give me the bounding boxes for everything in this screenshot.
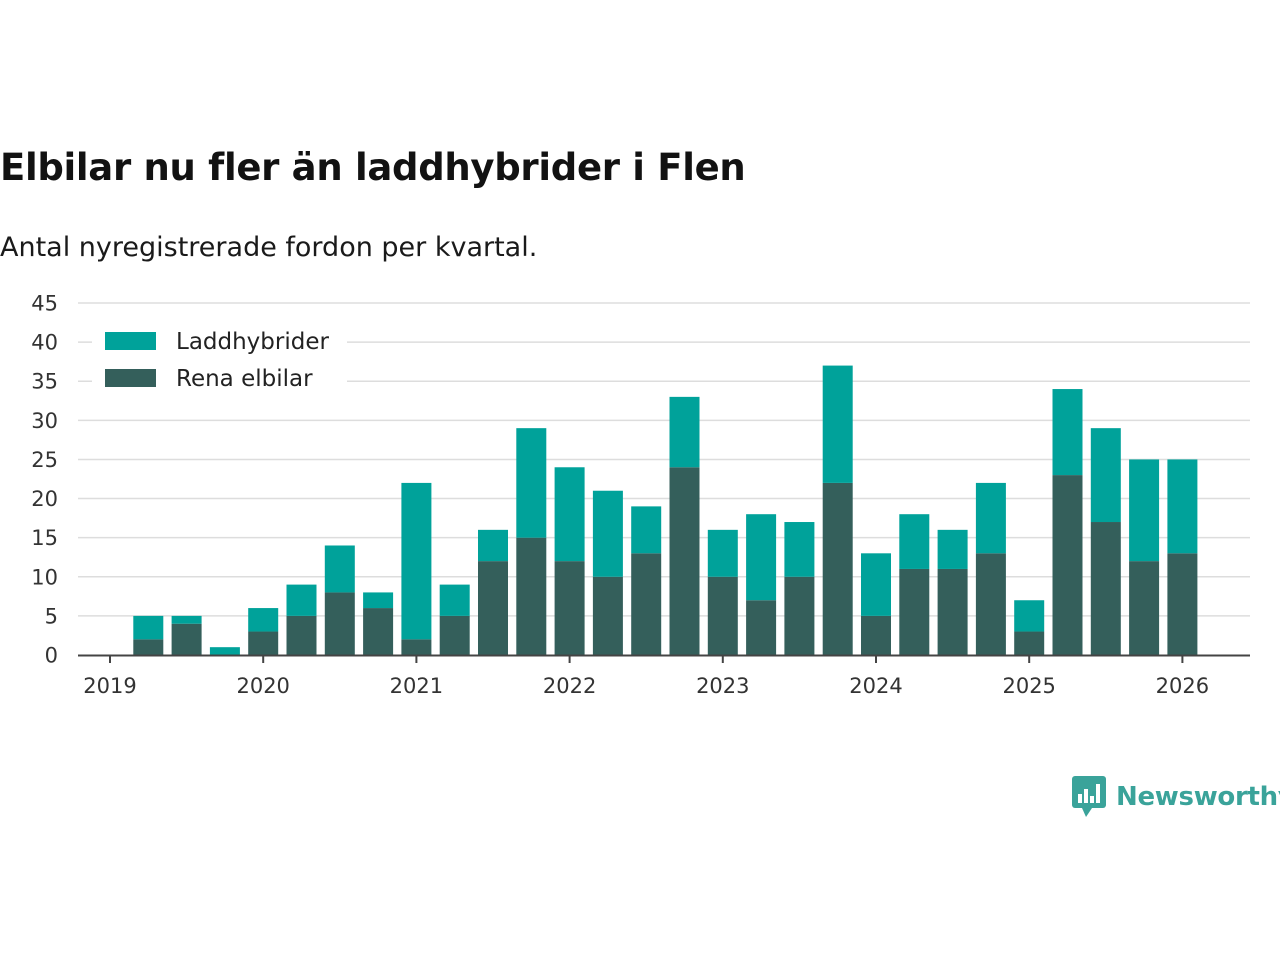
bar-laddhybrider — [363, 592, 394, 609]
bar-laddhybrider — [554, 467, 585, 562]
bar-laddhybrider — [401, 482, 432, 640]
x-tick-label: 2020 — [236, 674, 289, 698]
x-tick-label: 2026 — [1156, 674, 1209, 698]
bar-rena-elbilar — [1090, 522, 1121, 655]
bar-rena-elbilar — [439, 615, 470, 655]
bar-laddhybrider — [516, 428, 547, 538]
bar-laddhybrider — [975, 482, 1006, 554]
bar-rena-elbilar — [516, 537, 547, 655]
bar-laddhybrider — [861, 553, 891, 616]
bar-rena-elbilar — [478, 561, 508, 655]
bar-rena-elbilar — [171, 623, 202, 655]
x-axis: 2019 2020 2021 2022 2023 2024 2025 2026 — [78, 654, 1250, 698]
bar-rena-elbilar — [248, 631, 279, 655]
bar-laddhybrider — [133, 615, 164, 640]
bar-rena-elbilar — [861, 615, 891, 655]
bar-laddhybrider — [746, 514, 777, 601]
x-tick-label: 2023 — [696, 674, 749, 698]
bar-laddhybrider — [937, 529, 968, 569]
bar-laddhybrider — [631, 506, 662, 554]
bar-laddhybrider — [1129, 459, 1160, 562]
bar-laddhybrider — [209, 647, 240, 655]
newsworthy-logo-icon — [1072, 776, 1106, 817]
y-tick-label: 10 — [31, 565, 58, 589]
bar-rena-elbilar — [784, 576, 815, 655]
bar-rena-elbilar — [822, 482, 853, 655]
bar-laddhybrider — [478, 529, 508, 562]
brand-name: Newsworthy — [1116, 782, 1280, 812]
bars — [133, 365, 1198, 655]
bar-laddhybrider — [592, 490, 623, 577]
bar-rena-elbilar — [975, 553, 1006, 655]
y-tick-label: 0 — [45, 644, 58, 668]
x-tick-label: 2024 — [849, 674, 902, 698]
x-tick-label: 2022 — [543, 674, 596, 698]
bar-rena-elbilar — [1129, 561, 1160, 655]
y-tick-label: 30 — [31, 409, 58, 433]
bar-laddhybrider — [1167, 459, 1198, 554]
legend-item-rena-elbilar-label: Rena elbilar — [176, 366, 313, 392]
y-tick-label: 35 — [31, 370, 58, 394]
bar-rena-elbilar — [746, 600, 777, 655]
bar-laddhybrider — [822, 365, 853, 483]
newsworthy-logo: Newsworthy — [1072, 776, 1280, 818]
bar-rena-elbilar — [669, 467, 700, 655]
bar-laddhybrider — [669, 396, 700, 468]
bar-rena-elbilar — [324, 592, 355, 655]
bar-rena-elbilar — [1014, 631, 1045, 655]
y-tick-label: 5 — [45, 604, 58, 628]
y-tick-label: 40 — [31, 331, 58, 355]
y-tick-label: 15 — [31, 526, 58, 550]
bar-rena-elbilar — [631, 553, 662, 655]
legend-item-laddhybrider-swatch — [105, 332, 156, 350]
bar-rena-elbilar — [554, 561, 585, 655]
x-tick-label: 2021 — [390, 674, 443, 698]
bar-rena-elbilar — [937, 568, 968, 655]
y-tick-label: 25 — [31, 448, 58, 472]
legend: Laddhybrider Rena elbilar — [92, 322, 347, 396]
bar-laddhybrider — [1090, 428, 1121, 523]
bar-laddhybrider — [784, 522, 815, 577]
chart-subtitle: Antal nyregistrerade fordon per kvartal. — [0, 232, 538, 263]
bar-laddhybrider — [286, 584, 317, 616]
bar-laddhybrider — [171, 615, 202, 624]
bar-laddhybrider — [707, 529, 738, 577]
x-tick-label: 2019 — [83, 674, 136, 698]
bar-laddhybrider — [439, 584, 470, 616]
legend-item-laddhybrider-label: Laddhybrider — [176, 329, 329, 355]
bar-laddhybrider — [324, 545, 355, 593]
bar-laddhybrider — [1014, 600, 1045, 632]
x-tick-label: 2025 — [1002, 674, 1055, 698]
legend-item-rena-elbilar-swatch — [105, 369, 156, 387]
bar-laddhybrider — [899, 514, 930, 569]
bar-rena-elbilar — [899, 568, 930, 655]
bar-rena-elbilar — [363, 608, 394, 655]
chart-title: Elbilar nu fler än laddhybrider i Flen — [0, 146, 746, 189]
y-tick-label: 45 — [31, 292, 58, 316]
y-axis: 0 5 10 15 20 25 30 35 40 45 — [31, 292, 58, 668]
bar-rena-elbilar — [401, 639, 432, 655]
bar-rena-elbilar — [133, 639, 164, 655]
bar-laddhybrider — [248, 608, 279, 632]
bar-laddhybrider — [1052, 389, 1083, 476]
bar-rena-elbilar — [707, 576, 738, 655]
bar-rena-elbilar — [1052, 475, 1083, 655]
y-tick-label: 20 — [31, 487, 58, 511]
bar-rena-elbilar — [592, 576, 623, 655]
bar-rena-elbilar — [286, 615, 317, 655]
bar-rena-elbilar — [1167, 553, 1198, 655]
